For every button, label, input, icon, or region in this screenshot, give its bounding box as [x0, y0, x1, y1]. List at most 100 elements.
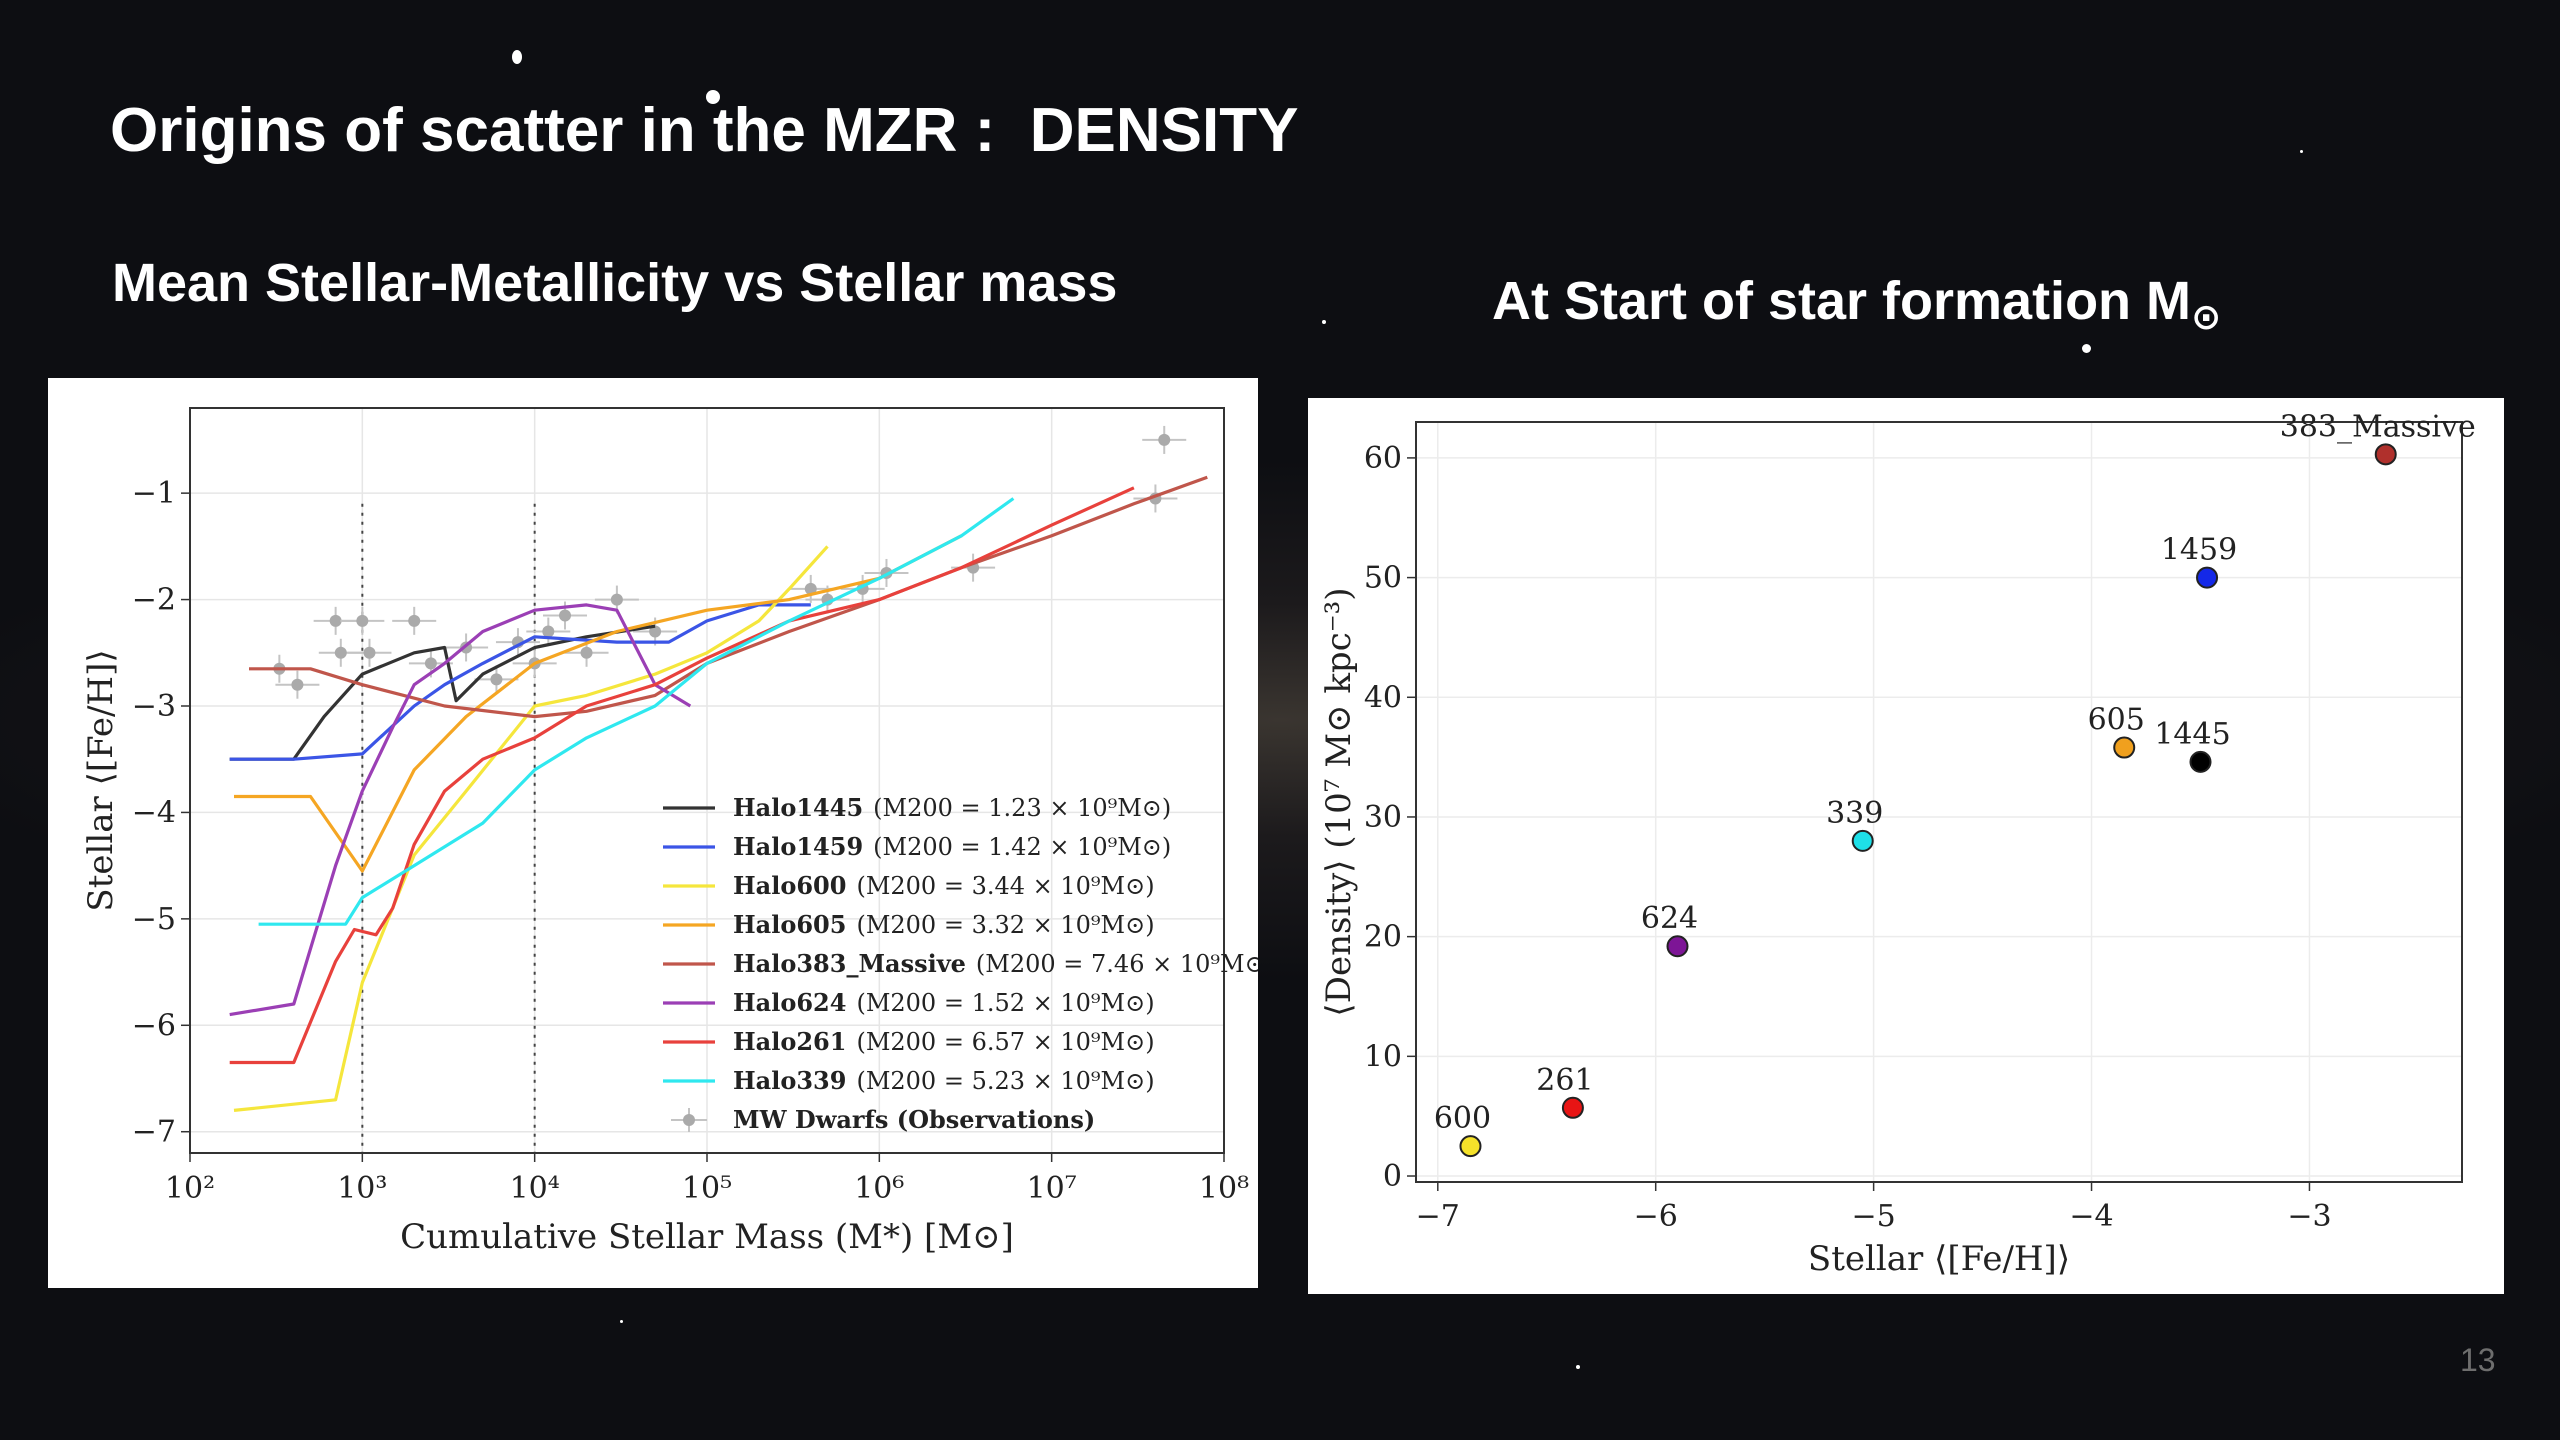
observation-point [649, 625, 662, 638]
y-tick-label: 10 [1364, 1039, 1402, 1074]
y-tick-label: 60 [1364, 441, 1402, 476]
legend-entry: Halo600 (M200 = 3.44 × 10⁹M⊙) [733, 871, 1155, 900]
y-tick-label: −1 [132, 476, 176, 511]
observation-point [334, 646, 347, 659]
x-axis-label: Cumulative Stellar Mass (M*) [M⊙] [400, 1217, 1014, 1257]
observation-point [356, 614, 369, 627]
slide-title: Origins of scatter in the MZR : DENSITY [110, 96, 1299, 165]
observation-point [329, 614, 342, 627]
observation-point [559, 609, 572, 622]
scatter-point-605 [2113, 736, 2136, 759]
legend-series-name: Halo1445 [733, 793, 863, 822]
legend-series-name: Halo600 [733, 871, 846, 900]
x-tick-label: 10⁷ [1027, 1171, 1077, 1206]
scatter-point-label: 383_Massive [2280, 409, 2476, 444]
scatter-point-label: 600 [1434, 1101, 1491, 1136]
right-heading-subscript: ⊙ [2191, 296, 2222, 337]
observation-point [610, 593, 623, 606]
metallicity-mass-chart-panel: 10² 10³ 10⁴ 10⁵ 10⁶ 10⁷ 10⁸ −1 −2 −3 −4 −5 −6 −7 Cumul… [48, 378, 1258, 1288]
legend-mass-label: (M200 = 5.23 × 10⁹M⊙) [856, 1067, 1154, 1095]
legend-observation-label: MW Dwarfs (Observations) [733, 1105, 1095, 1134]
slide-number: 13 [2460, 1342, 2496, 1378]
x-tick-label: −3 [2287, 1199, 2331, 1234]
observation-point [363, 646, 376, 659]
y-tick-label: 20 [1364, 920, 1402, 955]
legend-entry: Halo624 (M200 = 1.52 × 10⁹M⊙) [733, 988, 1155, 1017]
legend-mass-label: (M200 = 1.23 × 10⁹M⊙) [873, 794, 1171, 822]
y-axis-label: ⟨Density⟩ (10⁷ M⊙ kpc⁻³) [1319, 587, 1359, 1016]
scatter-point-339 [1851, 829, 1874, 852]
metallicity-mass-chart: 10² 10³ 10⁴ 10⁵ 10⁶ 10⁷ 10⁸ −1 −2 −3 −4 −5 −6 −7 Cumul… [81, 407, 1258, 1257]
y-tick-label: 50 [1364, 561, 1402, 596]
legend-series-name: Halo1459 [733, 832, 863, 861]
x-tick-label: 10⁴ [510, 1171, 560, 1206]
y-tick-label: −3 [132, 689, 176, 724]
legend-mass-label: (M200 = 6.57 × 10⁹M⊙) [856, 1028, 1154, 1056]
background-star [2300, 150, 2303, 153]
observation-point [291, 678, 304, 691]
series-line-halo383_massive [249, 475, 1208, 719]
right-heading-text: At Start of star formation M [1492, 271, 2192, 331]
x-tick-label: 10⁵ [682, 1171, 732, 1206]
scatter-point-261 [1561, 1096, 1584, 1119]
legend-mass-label: (M200 = 3.44 × 10⁹M⊙) [856, 872, 1154, 900]
x-tick-label: −7 [1416, 1199, 1460, 1234]
legend-series-name: Halo339 [733, 1066, 846, 1095]
y-tick-label: −2 [132, 583, 176, 618]
observation-point [1158, 433, 1171, 446]
x-tick-label: −6 [1634, 1199, 1678, 1234]
series-line-halo600 [233, 545, 829, 1112]
series-line-halo624 [229, 603, 692, 1017]
scatter-point-label: 624 [1641, 901, 1698, 936]
legend-series-name: Halo605 [733, 910, 846, 939]
x-tick-label: 10⁶ [854, 1171, 904, 1206]
observation-point [424, 657, 437, 670]
x-axis-label: Stellar ⟨[Fe/H]⟩ [1808, 1239, 2070, 1279]
x-tick-label: 10³ [337, 1171, 387, 1206]
observation-point [490, 673, 503, 686]
density-metallicity-chart: −7 −6 −5 −4 −3 0 10 20 30 40 50 60 600 261 624 339 605 14… [1319, 409, 2476, 1279]
series-line-halo261 [229, 486, 1135, 1065]
y-tick-label: 0 [1383, 1159, 1402, 1194]
series-line-halo339 [258, 497, 1015, 926]
background-star [1322, 320, 1326, 324]
legend-entry: Halo339 (M200 = 5.23 × 10⁹M⊙) [733, 1066, 1155, 1095]
legend-observation-marker [683, 1114, 695, 1126]
legend-entry: Halo1445 (M200 = 1.23 × 10⁹M⊙) [733, 793, 1171, 822]
y-tick-label: −5 [132, 902, 176, 937]
background-star [706, 90, 720, 104]
background-star [620, 1320, 623, 1323]
scatter-point-624 [1666, 935, 1689, 958]
y-tick-label: −7 [132, 1115, 176, 1150]
legend-entry: Halo605 (M200 = 3.32 × 10⁹M⊙) [733, 910, 1155, 939]
observation-point [580, 646, 593, 659]
legend-series-name: Halo261 [733, 1027, 846, 1056]
y-tick-label: 30 [1364, 800, 1402, 835]
scatter-point-label: 339 [1826, 796, 1883, 831]
left-chart-heading: Mean Stellar-Metallicity vs Stellar mass [112, 253, 1118, 313]
background-star [2082, 344, 2091, 353]
legend-series-name: Halo383_Massive [733, 949, 966, 978]
scatter-point-label: 261 [1536, 1063, 1593, 1098]
scatter-point-label: 1459 [2161, 533, 2237, 568]
x-tick-label: −4 [2069, 1199, 2113, 1234]
x-tick-label: 10⁸ [1199, 1171, 1249, 1206]
y-axis-label: Stellar ⟨[Fe/H]⟩ [81, 649, 121, 911]
x-tick-label: 10² [165, 1171, 215, 1206]
y-tick-label: −6 [132, 1008, 176, 1043]
legend-entry: Halo383_Massive (M200 = 7.46 × 10⁹M⊙) [733, 949, 1258, 978]
legend-entry: Halo1459 (M200 = 1.42 × 10⁹M⊙) [733, 832, 1171, 861]
background-star [1576, 1365, 1580, 1369]
observation-point [804, 582, 817, 595]
x-tick-label: −5 [1852, 1199, 1896, 1234]
observation-point [542, 625, 555, 638]
background-star [512, 50, 522, 64]
y-tick-label: 40 [1364, 680, 1402, 715]
scatter-point-1459 [2196, 566, 2219, 589]
legend-mass-label: (M200 = 3.32 × 10⁹M⊙) [856, 911, 1154, 939]
legend-mass-label: (M200 = 1.42 × 10⁹M⊙) [873, 833, 1171, 861]
legend-series-name: Halo624 [733, 988, 846, 1017]
scatter-point-label: 1445 [2154, 717, 2230, 752]
plot-frame [189, 407, 1225, 1154]
scatter-point-1445 [2189, 750, 2212, 773]
